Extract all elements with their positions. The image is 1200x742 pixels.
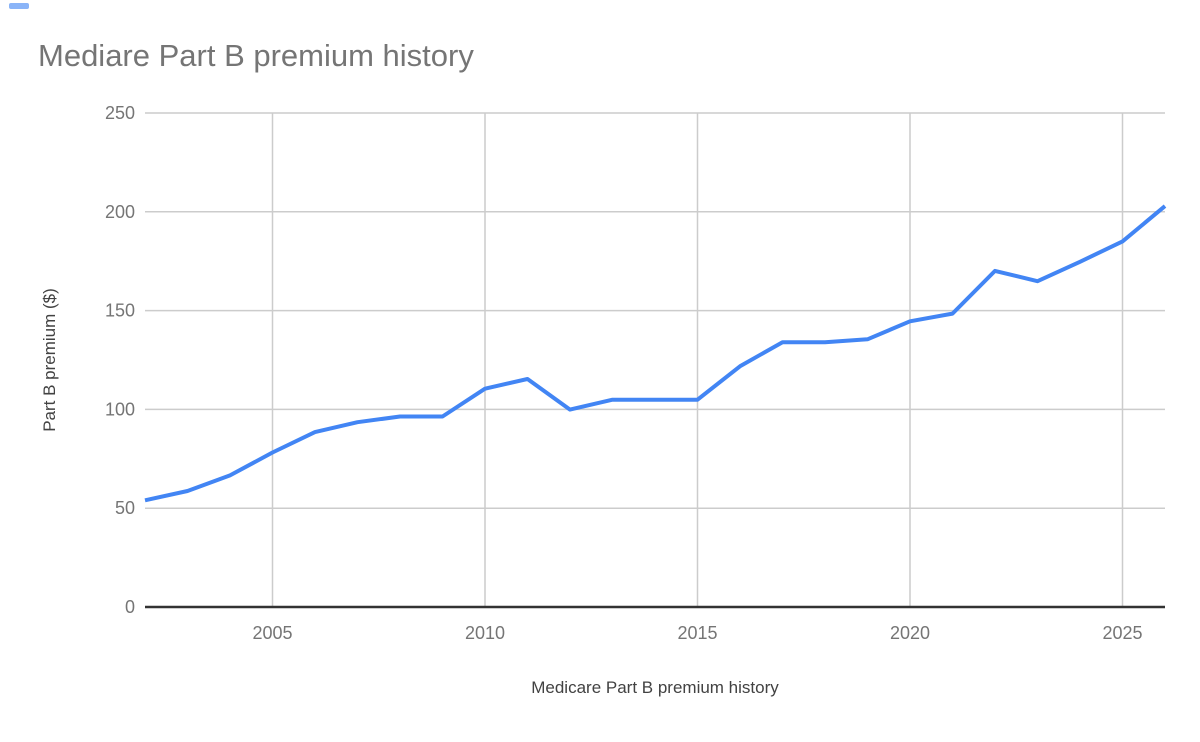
y-tick-label: 50 — [115, 498, 135, 518]
y-tick-label: 100 — [105, 399, 135, 419]
x-tick-label: 2015 — [677, 623, 717, 643]
y-tick-label: 0 — [125, 597, 135, 617]
x-tick-label: 2010 — [465, 623, 505, 643]
y-tick-label: 200 — [105, 202, 135, 222]
y-tick-label: 250 — [105, 103, 135, 123]
x-tick-label: 2005 — [252, 623, 292, 643]
y-tick-label: 150 — [105, 301, 135, 321]
x-tick-label: 2025 — [1102, 623, 1142, 643]
y-axis-title: Part B premium ($) — [40, 288, 59, 432]
x-tick-label: 2020 — [890, 623, 930, 643]
data-line-series — [144, 204, 1167, 503]
chart-title: Mediare Part B premium history — [38, 38, 474, 73]
x-axis-title: Medicare Part B premium history — [531, 678, 779, 697]
corner-artifact — [9, 3, 29, 9]
